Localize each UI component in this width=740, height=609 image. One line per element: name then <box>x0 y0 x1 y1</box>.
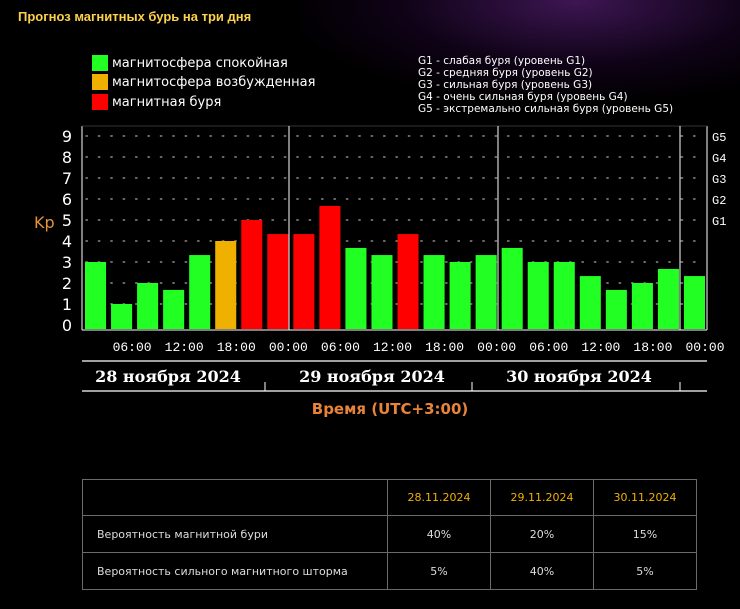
y-tick-label: 2 <box>62 274 72 293</box>
legend-item-storm: магнитная буря <box>92 94 221 110</box>
kp-bar <box>241 220 263 329</box>
x-tick-label: 00:00 <box>269 340 308 355</box>
table-cell: 5% <box>593 552 697 590</box>
table-cell: 40% <box>387 515 491 553</box>
x-tick-label: 18:00 <box>217 340 256 355</box>
g-tick-label: G2 <box>712 194 726 208</box>
legend-swatch-active <box>92 74 108 90</box>
x-tick-label: 18:00 <box>633 340 672 355</box>
y-tick-label: 0 <box>62 316 72 335</box>
y-tick-label: 6 <box>62 190 72 209</box>
kp-bar <box>449 262 471 329</box>
y-axis-title: Kp <box>34 213 55 232</box>
y-tick-label: 4 <box>62 232 72 251</box>
legend-swatch-quiet <box>92 55 108 71</box>
x-tick-label: 00:00 <box>685 340 724 355</box>
kp-bar <box>85 262 107 329</box>
table-header-day3: 30.11.2024 <box>593 479 697 516</box>
legend-label-quiet: магнитосфера спокойная <box>112 55 288 71</box>
legend-item-active: магнитосфера возбужденная <box>92 74 315 90</box>
kp-bar <box>475 255 497 329</box>
y-tick-label: 7 <box>62 169 72 188</box>
page-title: Прогноз магнитных бурь на три дня <box>18 9 252 24</box>
kp-bar <box>189 255 211 329</box>
kp-bar <box>631 283 653 329</box>
g-tick-label: G3 <box>712 173 726 187</box>
g-legend-g1: G1 - слабая буря (уровень G1) <box>418 55 586 67</box>
table-cell: 15% <box>593 515 697 553</box>
legend-label-storm: магнитная буря <box>112 94 222 110</box>
kp-bar <box>501 247 523 329</box>
table-cell: 40% <box>490 552 594 590</box>
row-label-severe-storm-probability: Вероятность сильного магнитного шторма <box>82 552 388 590</box>
row-label-storm-probability: Вероятность магнитной бури <box>82 515 388 553</box>
kp-bar <box>397 234 419 329</box>
y-tick-label: 3 <box>62 253 72 272</box>
kp-bar <box>371 255 393 329</box>
table-header-day2: 29.11.2024 <box>490 479 594 516</box>
table-cell: 5% <box>387 552 491 590</box>
kp-bar <box>111 304 133 329</box>
kp-bar <box>293 234 315 329</box>
legend-item-quiet: магнитосфера спокойная <box>92 55 288 71</box>
kp-bar <box>683 276 705 329</box>
g-legend-g4: G4 - очень сильная буря (уровень G4) <box>418 91 628 103</box>
day-label: 30 ноября 2024 <box>506 367 652 386</box>
table-header-corner <box>82 479 388 516</box>
kp-bar <box>553 262 575 329</box>
x-tick-label: 06:00 <box>113 340 152 355</box>
kp-bar <box>345 247 367 329</box>
x-tick-label: 12:00 <box>373 340 412 355</box>
kp-bar <box>137 283 159 329</box>
kp-bar <box>319 205 341 329</box>
y-tick-label: 8 <box>62 148 72 167</box>
kp-bar <box>163 289 185 329</box>
background-glow <box>300 0 740 100</box>
kp-bar <box>267 234 289 329</box>
x-tick-label: 12:00 <box>165 340 204 355</box>
x-tick-label: 12:00 <box>581 340 620 355</box>
g-tick-label: G1 <box>712 215 726 229</box>
g-legend-g3: G3 - сильная буря (уровень G3) <box>418 79 593 91</box>
kp-bar <box>527 262 549 329</box>
table-cell: 20% <box>490 515 594 553</box>
g-legend-g2: G2 - средняя буря (уровень G2) <box>418 67 593 79</box>
x-tick-label: 06:00 <box>321 340 360 355</box>
kp-bar <box>579 276 601 329</box>
y-tick-label: 5 <box>62 211 72 230</box>
x-tick-label: 00:00 <box>477 340 516 355</box>
x-axis-title: Время (UTC+3:00) <box>311 400 469 418</box>
legend-swatch-storm <box>92 94 108 110</box>
table-header-day1: 28.11.2024 <box>387 479 491 516</box>
y-tick-label: 9 <box>62 127 72 146</box>
kp-bar-chart: 0 1 2 3 4 5 6 7 8 9 Kp G1 G2 G3 G4 G5 06:00 12:00 18:00 00:… <box>34 125 726 392</box>
table-row: Вероятность сильного магнитного шторма 5… <box>82 552 697 590</box>
kp-bar <box>215 241 237 329</box>
kp-bar <box>657 268 679 329</box>
day-label: 28 ноября 2024 <box>95 367 241 386</box>
g-legend-g5: G5 - экстремально сильная буря (уровень … <box>418 103 674 115</box>
kp-bar <box>605 289 627 329</box>
x-tick-label: 18:00 <box>425 340 464 355</box>
y-tick-label: 1 <box>62 295 72 314</box>
g-tick-label: G5 <box>712 131 726 145</box>
table-row: Вероятность магнитной бури 40% 20% 15% <box>82 515 697 553</box>
x-tick-label: 06:00 <box>529 340 568 355</box>
probability-table: 28.11.2024 29.11.2024 30.11.2024 Вероятн… <box>82 479 697 590</box>
legend-label-active: магнитосфера возбужденная <box>112 74 316 90</box>
day-label: 29 ноября 2024 <box>299 367 445 386</box>
kp-bar <box>423 255 445 329</box>
g-tick-label: G4 <box>712 152 726 166</box>
